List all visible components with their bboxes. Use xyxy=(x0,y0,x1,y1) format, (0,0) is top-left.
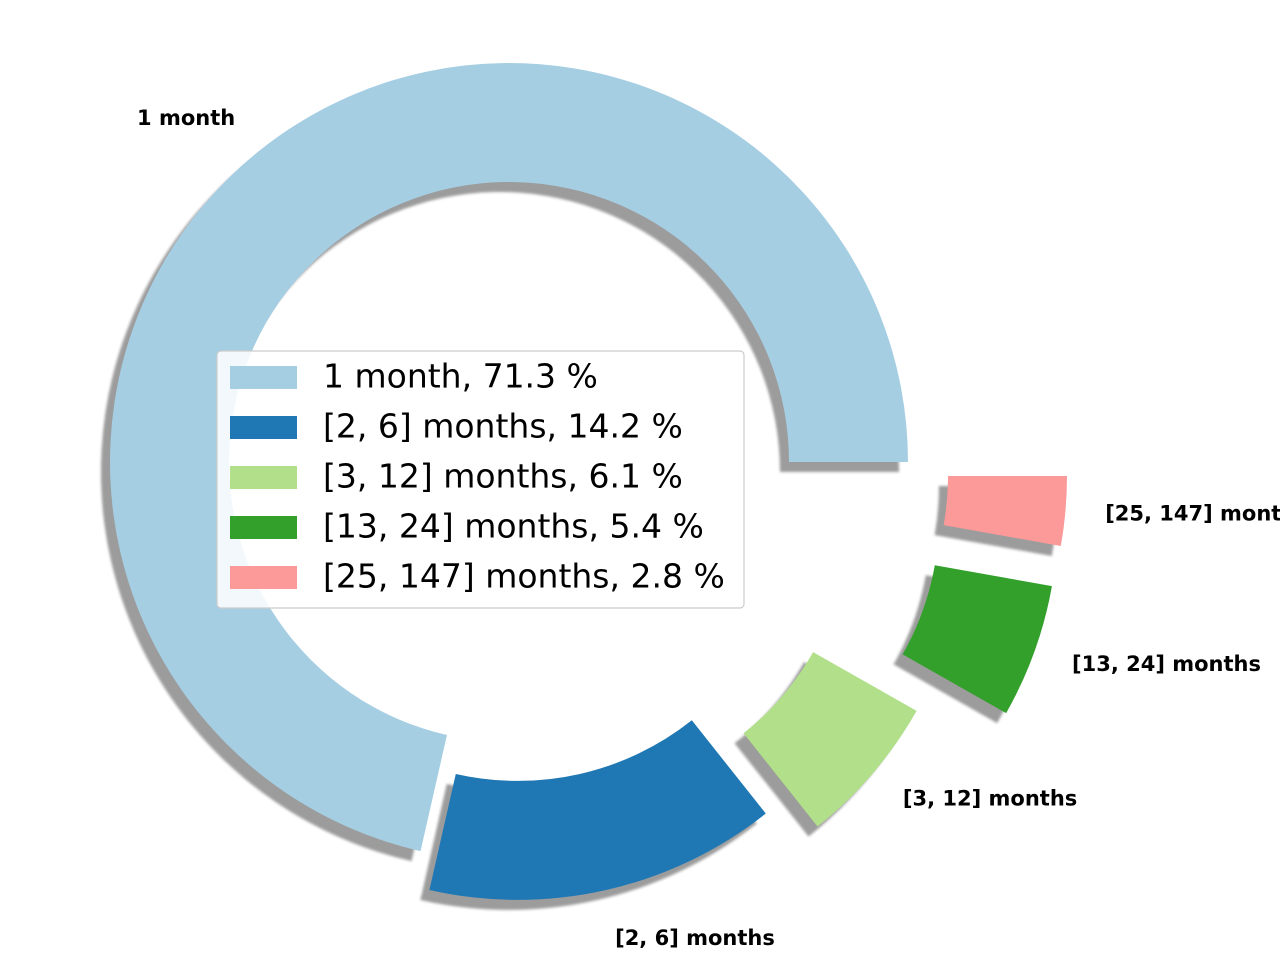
slice-labels: 1 month [2, 6] months [3, 12] months [13, 2… xyxy=(137,106,1280,950)
legend-swatch-2-6-months xyxy=(230,416,297,439)
legend-swatch-1-month xyxy=(230,366,297,389)
slice-2-6-months xyxy=(429,720,766,900)
legend-label-13-24-months: [13, 24] months, 5.4 % xyxy=(323,507,704,546)
slice-3-12-months xyxy=(743,652,917,827)
slice-label-2-6-months: [2, 6] months xyxy=(615,926,775,950)
slice-13-24-months xyxy=(902,565,1052,714)
slice-label-25-147-months: [25, 147] months xyxy=(1105,502,1280,526)
legend-swatch-3-12-months xyxy=(230,466,297,489)
slice-label-1-month: 1 month xyxy=(137,106,235,130)
slice-label-3-12-months: [3, 12] months xyxy=(903,786,1077,810)
legend-label-3-12-months: [3, 12] months, 6.1 % xyxy=(323,457,683,496)
legend-label-1-month: 1 month, 71.3 % xyxy=(323,357,598,396)
legend: 1 month, 71.3 % [2, 6] months, 14.2 % [3, … xyxy=(216,350,745,609)
slice-25-147-months xyxy=(943,476,1067,547)
slice-1-month xyxy=(110,63,909,852)
legend-swatch-25-147-months xyxy=(230,566,297,589)
slice-label-13-24-months: [13, 24] months xyxy=(1072,652,1261,676)
legend-swatch-13-24-months xyxy=(230,516,297,539)
slices xyxy=(110,63,1067,900)
legend-frame xyxy=(216,350,745,609)
legend-label-25-147-months: [25, 147] months, 2.8 % xyxy=(323,557,725,596)
legend-label-2-6-months: [2, 6] months, 14.2 % xyxy=(323,407,683,446)
